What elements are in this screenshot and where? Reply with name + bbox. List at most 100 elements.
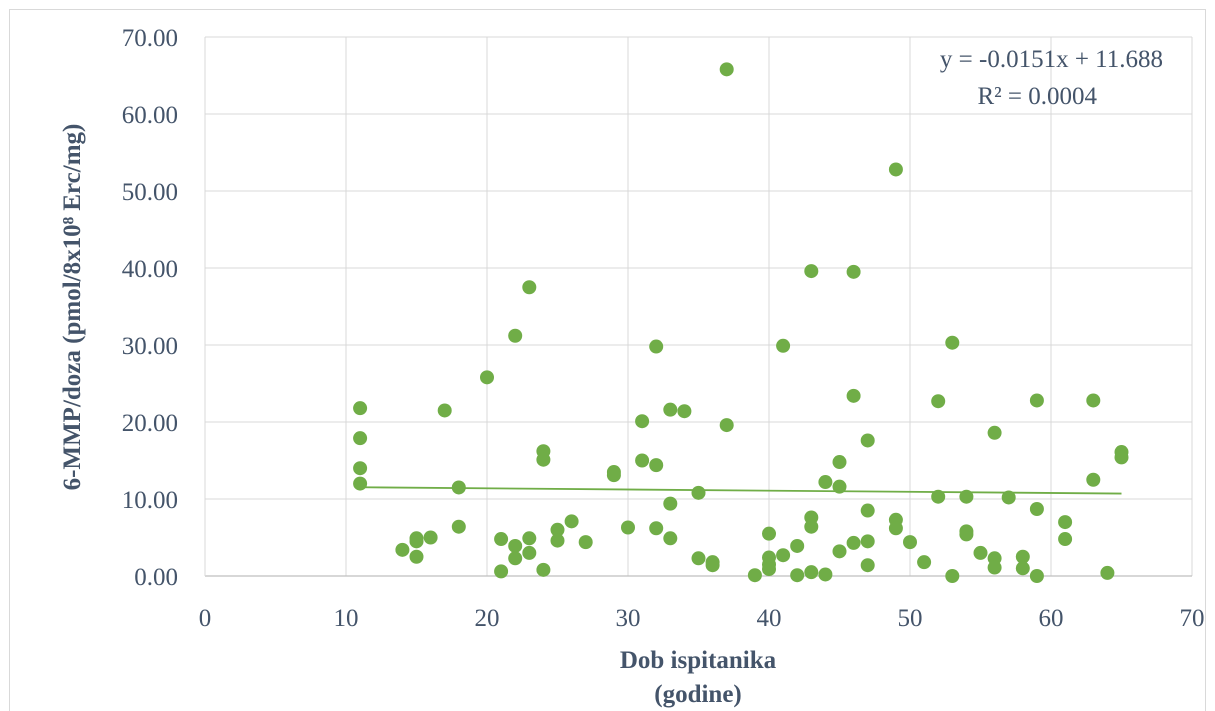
x-axis-title-line2: (godine) <box>654 681 742 708</box>
data-point <box>536 452 551 467</box>
chart-frame <box>9 9 1206 711</box>
data-point <box>578 535 593 550</box>
data-point <box>423 530 438 545</box>
x-tick-label: 70 <box>1180 605 1205 632</box>
data-point <box>649 521 664 536</box>
data-point <box>860 503 875 518</box>
data-point <box>1086 393 1101 408</box>
data-point <box>494 532 509 547</box>
data-point <box>635 414 650 429</box>
data-point <box>395 542 410 557</box>
data-point <box>888 521 903 536</box>
data-point <box>917 555 932 570</box>
y-tick-label: 60.00 <box>122 102 178 129</box>
data-point <box>635 453 650 468</box>
y-tick-labels: 0.00 10.00 20.00 30.00 40.00 50.00 60.00 70.00 <box>122 25 178 591</box>
data-point <box>1015 549 1030 564</box>
data-point <box>480 370 494 385</box>
data-point <box>832 479 847 494</box>
data-point <box>959 527 974 542</box>
data-point <box>846 535 861 550</box>
data-point <box>888 162 903 177</box>
data-point <box>677 404 692 419</box>
data-point <box>790 538 805 553</box>
data-point <box>663 402 678 417</box>
y-axis-title: 6-MMP/doza (pmol/8x10⁸ Erc/mg) <box>59 124 86 491</box>
trendline-equation: y = -0.0151x + 11.688 <box>940 46 1163 73</box>
data-point <box>353 431 368 446</box>
x-tick-label: 40 <box>757 605 782 632</box>
data-point <box>973 545 988 560</box>
data-point <box>1029 502 1044 517</box>
data-point <box>832 455 847 470</box>
data-point <box>606 468 621 483</box>
gridlines <box>205 36 1193 576</box>
data-point <box>1058 532 1073 547</box>
data-point <box>663 496 678 511</box>
data-point <box>437 403 452 418</box>
y-tick-label: 40.00 <box>122 256 178 283</box>
x-tick-label: 10 <box>334 605 359 632</box>
data-point <box>931 394 946 409</box>
x-tick-label: 20 <box>475 605 500 632</box>
data-point <box>818 567 833 582</box>
data-point <box>945 569 960 583</box>
data-point <box>762 526 776 541</box>
data-point <box>522 531 537 546</box>
data-point <box>451 480 466 495</box>
data-point <box>959 489 974 504</box>
trendline <box>360 486 1122 495</box>
data-point <box>564 514 579 529</box>
data-point <box>1001 490 1016 505</box>
data-point <box>776 548 791 563</box>
trendline-r2: R² = 0.0004 <box>977 83 1097 110</box>
data-point <box>719 418 734 433</box>
data-point <box>931 489 946 504</box>
data-point <box>903 535 917 550</box>
data-point <box>860 534 875 549</box>
data-point <box>1100 565 1115 580</box>
data-point <box>790 568 805 583</box>
data-point <box>804 565 819 580</box>
x-tick-labels: 0 10 20 30 40 50 60 70 <box>199 605 1205 632</box>
x-tick-label: 50 <box>898 605 923 632</box>
data-point <box>409 534 424 549</box>
y-tick-label: 70.00 <box>122 25 178 52</box>
data-point <box>987 425 1002 440</box>
data-point <box>1015 561 1030 576</box>
data-point <box>621 520 635 535</box>
data-point <box>1114 450 1129 465</box>
data-points <box>353 62 1129 583</box>
y-tick-label: 10.00 <box>122 487 178 514</box>
data-point <box>987 560 1002 575</box>
data-point <box>804 519 819 534</box>
data-point <box>550 522 565 537</box>
y-tick-label: 30.00 <box>122 333 178 360</box>
data-point <box>1058 515 1073 530</box>
y-tick-label: 20.00 <box>122 410 178 437</box>
data-point <box>818 475 833 490</box>
data-point <box>691 551 706 566</box>
x-tick-label: 30 <box>616 605 641 632</box>
data-point <box>719 62 734 77</box>
data-point <box>649 339 664 354</box>
data-point <box>776 338 791 353</box>
x-tick-label: 60 <box>1039 605 1064 632</box>
data-point <box>691 485 706 500</box>
data-point <box>860 433 875 448</box>
data-point <box>762 562 776 577</box>
x-tick-label: 0 <box>199 605 212 632</box>
data-point <box>536 562 551 577</box>
data-point <box>649 458 664 473</box>
data-point <box>747 568 762 583</box>
trendline-group <box>360 486 1122 495</box>
data-point <box>663 531 678 546</box>
data-point <box>1086 472 1101 487</box>
axes <box>204 37 1192 577</box>
y-tick-label: 50.00 <box>122 179 178 206</box>
x-axis-title: Dob ispitanika <box>620 647 777 674</box>
data-point <box>353 401 368 416</box>
data-point <box>508 538 523 553</box>
data-point <box>860 558 875 573</box>
